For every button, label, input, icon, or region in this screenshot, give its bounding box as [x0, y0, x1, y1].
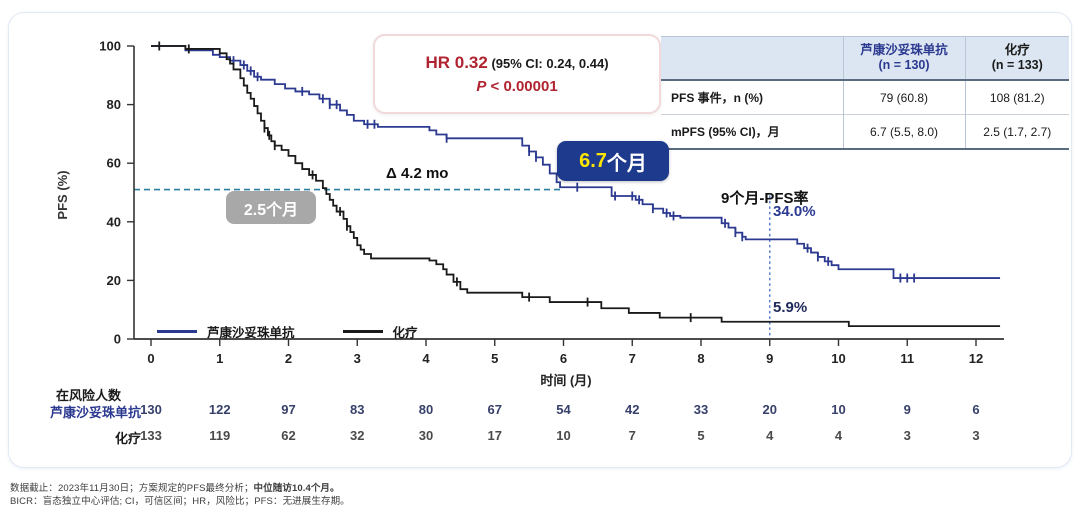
pfs-9mo-drug-value: 34.0%: [773, 203, 816, 220]
x-axis-title: 时间 (月): [540, 373, 591, 388]
drug-arm-name: 芦康沙妥珠单抗: [860, 43, 948, 57]
hr-annotation-box: HR 0.32 (95% CI: 0.24, 0.44) P < 0.00001: [373, 34, 661, 114]
x-tick-label: 0: [147, 351, 154, 366]
at-risk-count: 32: [350, 428, 365, 443]
legend-label-chemo: 化疗: [392, 326, 418, 340]
at-risk-count: 33: [693, 402, 709, 417]
summary-table-header-row: 芦康沙妥珠单抗 (n = 130) 化疗 (n = 133): [661, 36, 1069, 81]
at-risk-title: 在风险人数: [56, 388, 122, 403]
chemo-arm-name: 化疗: [1004, 43, 1030, 57]
y-tick-label: 80: [107, 97, 121, 112]
at-risk-count: 83: [350, 402, 365, 417]
at-risk-count: 20: [762, 402, 777, 417]
at-risk-count: 6: [972, 402, 980, 417]
x-tick-label: 3: [354, 351, 361, 366]
mpfs-chemo: 2.5 (1.7, 2.7): [964, 114, 1069, 149]
table-row: mPFS (95% CI)，月 6.7 (5.5, 8.0) 2.5 (1.7,…: [661, 114, 1069, 149]
y-tick-label: 100: [99, 39, 121, 54]
summary-table-header-drug: 芦康沙妥珠单抗 (n = 130): [842, 36, 965, 81]
at-risk-count: 5: [697, 428, 705, 443]
x-tick-label: 2: [285, 351, 292, 366]
km-curve-chemo: [151, 45, 1001, 328]
summary-table-corner-cell: [661, 36, 843, 81]
at-risk-count: 10: [556, 428, 571, 443]
at-risk-count: 4: [766, 428, 774, 443]
at-risk-count: 4: [834, 428, 843, 443]
at-risk-count: 7: [628, 428, 636, 443]
at-risk-count: 122: [208, 402, 231, 417]
footnote-line2: BICR：盲态独立中心评估; CI，可信区间；HR，风险比；PFS：无进展生存期…: [10, 496, 350, 507]
footnote-data-cutoff: 数据截止：2023年11月30日；方案规定的PFS最终分析；: [10, 483, 254, 494]
y-tick-label: 0: [114, 332, 121, 347]
at-risk-count: 62: [281, 428, 296, 443]
chemo-arm-n: (n = 133): [991, 58, 1043, 72]
at-risk-count: 42: [625, 402, 640, 417]
drug-arm-n: (n = 130): [878, 58, 930, 72]
row-label-mpfs: mPFS (95% CI)，月: [661, 114, 843, 149]
x-tick-label: 8: [697, 351, 704, 366]
table-row: PFS 事件，n (%) 79 (60.8) 108 (81.2): [661, 79, 1069, 115]
footnote-line1: 数据截止：2023年11月30日；方案规定的PFS最终分析；中位随访10.4个月…: [10, 480, 340, 494]
at-risk-label-drug: 芦康沙妥珠单抗: [49, 405, 141, 420]
footnote-median-followup: 中位随访10.4个月。: [253, 483, 340, 494]
legend: 芦康沙妥珠单抗 化疗: [157, 322, 418, 341]
p-value-line: P < 0.00001: [476, 78, 557, 95]
row-label-pfs-events: PFS 事件，n (%): [661, 79, 843, 115]
median-pfs-drug-unit: 个月: [606, 152, 647, 175]
at-risk-count: 80: [418, 402, 434, 417]
x-tick-label: 9: [766, 351, 773, 366]
pfs-9mo-rate-label: 9个月-PFS率: [721, 190, 809, 207]
at-risk-label-chemo: 化疗: [114, 431, 141, 446]
at-risk-count: 30: [418, 428, 434, 443]
x-tick-label: 5: [491, 351, 498, 366]
pfs-9mo-chemo-value: 5.9%: [773, 299, 808, 316]
y-tick-label: 20: [107, 273, 121, 288]
pfs-events-drug: 79 (60.8): [842, 79, 965, 115]
at-risk-count: 119: [209, 428, 231, 443]
legend-line-drug: [157, 330, 197, 333]
x-tick-label: 7: [629, 351, 636, 366]
at-risk-count: 3: [972, 428, 980, 443]
median-pfs-drug-badge: 6.7 个月: [557, 141, 669, 181]
legend-label-drug: 芦康沙妥珠单抗: [207, 326, 295, 340]
x-tick-label: 6: [560, 351, 567, 366]
x-tick-label: 11: [900, 351, 914, 366]
at-risk-count: 133: [140, 428, 162, 443]
chart-card: 0 20 40 60 80 100 0 1 2 3 4 5 6 7 8 9 10 11 12 时间 (月) PFS (%…: [8, 12, 1072, 468]
delta-annotation: Δ 4.2 mo: [386, 165, 449, 182]
y-axis-title: PFS (%): [55, 170, 70, 219]
at-risk-count: 97: [281, 402, 296, 417]
y-tick-label: 60: [107, 156, 121, 171]
x-tick-label: 4: [422, 351, 430, 366]
at-risk-count: 3: [903, 428, 911, 443]
median-pfs-drug-value: 6.7: [579, 149, 607, 172]
hr-value-line: HR 0.32 (95% CI: 0.24, 0.44): [425, 53, 608, 73]
x-tick-label: 12: [969, 351, 983, 366]
at-risk-count: 67: [487, 402, 502, 417]
median-pfs-chemo-badge: 2.5个月: [226, 191, 316, 224]
at-risk-count: 54: [556, 402, 571, 417]
hr-value: HR 0.32: [425, 53, 488, 72]
summary-table-header-chemo: 化疗 (n = 133): [964, 36, 1069, 81]
x-tick-label: 1: [216, 351, 223, 366]
p-value: < 0.00001: [486, 78, 558, 95]
summary-table: 芦康沙妥珠单抗 (n = 130) 化疗 (n = 133) PFS 事件，n …: [661, 36, 1069, 150]
at-risk-count: 130: [140, 402, 162, 417]
pfs-events-chemo: 108 (81.2): [964, 79, 1069, 115]
mpfs-drug: 6.7 (5.5, 8.0): [842, 114, 965, 149]
p-symbol: P: [476, 78, 487, 95]
legend-line-chemo: [342, 330, 383, 333]
hr-ci: (95% CI: 0.24, 0.44): [491, 56, 609, 71]
at-risk-count: 17: [487, 428, 502, 443]
at-risk-count: 10: [831, 402, 846, 417]
at-risk-count: 9: [903, 402, 911, 417]
x-tick-label: 10: [831, 351, 845, 366]
y-tick-label: 40: [107, 214, 121, 229]
